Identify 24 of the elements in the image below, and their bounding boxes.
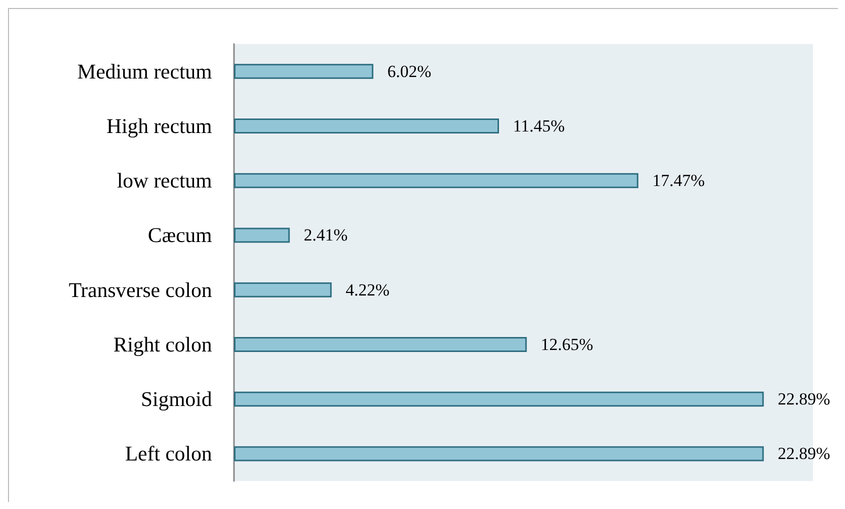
data-label: 6.02% [387, 62, 432, 81]
data-label: 4.22% [346, 280, 390, 300]
bar [234, 173, 638, 188]
y-tick-label: Sigmoid [140, 387, 212, 412]
bar [234, 446, 764, 462]
y-tick-label: Right colon [113, 332, 212, 356]
data-label: 12.65% [540, 334, 594, 354]
y-tick-label: Transverse colon [68, 278, 212, 302]
y-tick-label: High rectum [106, 114, 212, 138]
data-label: 22.89% [778, 390, 830, 409]
data-label: 2.41% [304, 226, 348, 245]
bar [234, 64, 374, 79]
y-tick-label: Medium rectum [77, 59, 212, 84]
y-tick-label: low rectum [116, 168, 212, 193]
bar [234, 228, 290, 243]
data-label: 11.45% [513, 116, 565, 136]
bar [234, 336, 527, 352]
y-tick-label: Cæcum [148, 223, 212, 248]
data-label: 17.47% [652, 171, 705, 190]
y-tick-label: Left colon [125, 442, 212, 466]
bar [234, 392, 764, 407]
bar [234, 118, 500, 134]
data-label: 22.89% [778, 444, 830, 464]
bar [234, 282, 332, 298]
